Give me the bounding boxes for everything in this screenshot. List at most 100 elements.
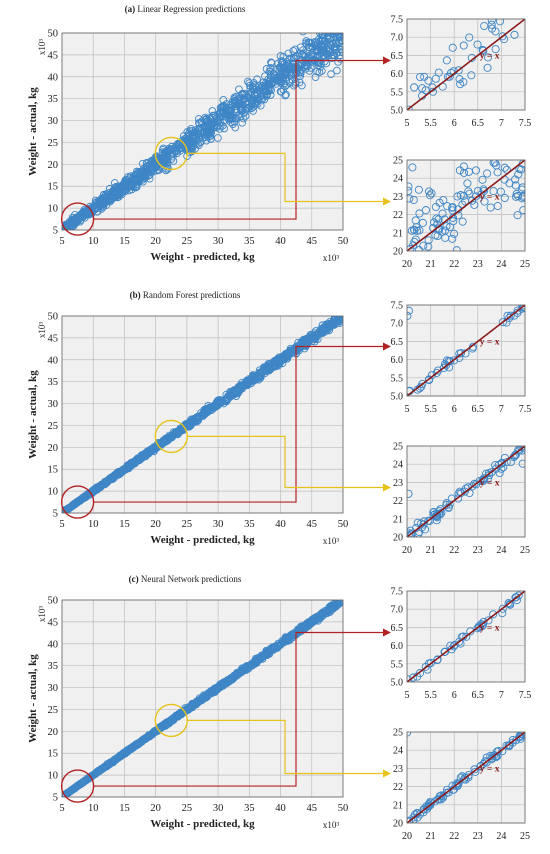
identity-label: y = x — [480, 764, 500, 774]
data-point — [489, 610, 498, 619]
connector-low — [93, 59, 383, 220]
data-point — [321, 33, 329, 36]
data-point — [480, 21, 489, 31]
data-point — [471, 767, 480, 776]
x-tick-label: 10 — [88, 519, 99, 530]
data-point — [184, 420, 192, 429]
data-point — [413, 385, 422, 394]
data-points — [62, 13, 343, 230]
data-point — [327, 321, 336, 330]
data-point — [220, 116, 229, 125]
x-tick-label: 20 — [150, 803, 161, 814]
x-tick-label: 5 — [405, 118, 410, 129]
data-point — [305, 67, 314, 75]
data-point — [107, 758, 115, 767]
data-point — [170, 713, 179, 722]
y-tick-label: 7.5 — [391, 301, 404, 312]
x-axis-multiplier: x10³ — [323, 820, 340, 830]
data-point — [122, 747, 131, 755]
data-point — [480, 197, 489, 206]
data-point — [435, 507, 444, 516]
chart-b-main-3: 5 10 15 20 25 30 35 40 45 50 5 10 15 20 25 30 35 40 45 50 We… — [27, 312, 348, 547]
data-point — [202, 118, 210, 127]
data-point — [479, 617, 488, 626]
data-point — [320, 323, 328, 331]
data-point — [425, 191, 435, 200]
data-point — [410, 83, 419, 92]
data-point — [470, 479, 479, 488]
x-tick-label: 30 — [213, 519, 224, 530]
data-point — [434, 366, 443, 375]
data-point — [132, 741, 140, 750]
data-point — [335, 13, 342, 20]
data-point — [484, 616, 493, 625]
data-point — [64, 788, 72, 797]
x-tick-label: 21 — [426, 831, 436, 842]
data-point — [286, 68, 294, 76]
data-point — [407, 531, 414, 537]
data-point — [324, 51, 332, 60]
y-tick-label: 50 — [48, 596, 59, 607]
y-tick-label: 6.0 — [391, 69, 404, 80]
data-point — [114, 193, 123, 201]
data-point — [442, 56, 451, 65]
data-point — [153, 159, 162, 167]
y-tick-label: 50 — [48, 312, 59, 323]
x-tick-label: 5.5 — [424, 690, 437, 701]
data-point — [161, 721, 170, 730]
data-point — [421, 662, 430, 671]
chart-c-main-6: 5 10 15 20 25 30 35 40 45 50 5 10 15 20 25 30 35 40 45 50 We… — [27, 596, 348, 831]
data-point — [278, 59, 287, 67]
data-point — [456, 191, 465, 200]
data-point — [238, 90, 246, 99]
x-tick-label: 45 — [307, 236, 318, 247]
x-tick-label: 6 — [452, 690, 457, 701]
data-point — [266, 646, 275, 655]
data-point — [273, 73, 282, 82]
data-point — [433, 655, 442, 665]
data-point — [105, 189, 113, 197]
data-point — [332, 39, 340, 48]
data-point — [424, 242, 433, 251]
data-point — [407, 186, 413, 195]
data-point — [337, 33, 343, 35]
data-point — [424, 236, 433, 245]
data-point — [434, 68, 443, 77]
data-point — [262, 65, 271, 73]
x-tick-label: 24 — [496, 545, 506, 556]
data-point — [235, 99, 244, 108]
data-point — [222, 100, 231, 108]
y-tick-label: 20 — [393, 819, 403, 830]
data-point — [70, 500, 79, 509]
data-point — [331, 24, 338, 31]
data-point — [205, 127, 213, 136]
data-point — [73, 498, 81, 507]
data-point — [467, 71, 476, 80]
x-tick-label: 15 — [119, 803, 130, 814]
y-tick-label: 6.0 — [391, 641, 404, 652]
data-point — [413, 518, 422, 527]
x-tick-label: 21 — [426, 259, 436, 270]
y-tick-label: 45 — [48, 50, 59, 61]
panel-b-title-text: Random Forest predictions — [142, 290, 241, 300]
x-tick-label: 25 — [520, 259, 530, 270]
data-point — [77, 779, 86, 788]
data-point — [435, 198, 444, 207]
identity-label: y = x — [480, 192, 500, 202]
data-point — [481, 757, 490, 766]
data-point — [300, 63, 309, 71]
data-point — [159, 439, 167, 447]
data-point — [264, 647, 273, 656]
data-point — [487, 20, 496, 29]
chart-a-inset-2: y = x 20 21 22 23 24 25 20 21 22 23 24 25 — [393, 156, 530, 271]
data-point — [500, 163, 509, 172]
data-point — [504, 741, 513, 750]
data-point — [176, 424, 185, 433]
data-point — [323, 35, 332, 43]
data-point — [455, 166, 464, 175]
x-tick-label: 25 — [182, 236, 193, 247]
data-point — [138, 172, 147, 181]
identity-line — [406, 18, 526, 111]
data-point — [331, 33, 337, 34]
